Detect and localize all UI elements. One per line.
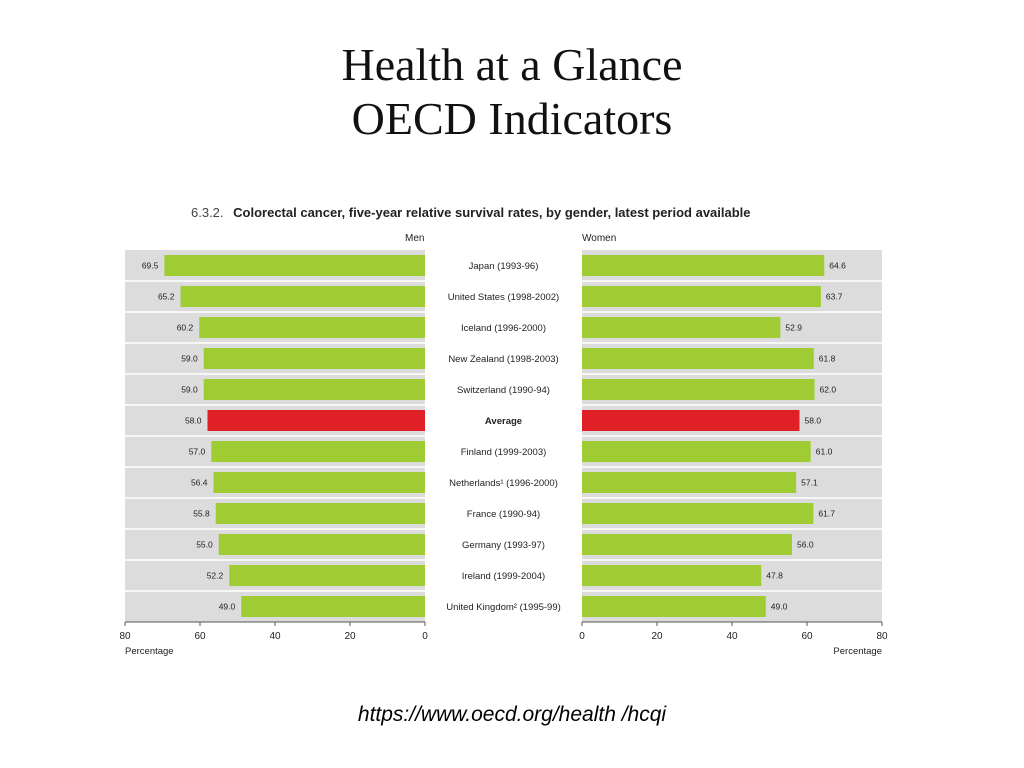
men-value-label: 55.8 (193, 509, 210, 519)
men-value-label: 69.5 (142, 261, 159, 271)
men-value-label: 60.2 (177, 323, 194, 333)
women-bar (582, 410, 800, 431)
women-x-tick-label: 40 (726, 631, 738, 642)
survival-rate-chart: 69.5 64.6 Japan (1993-96) 65.2 63.7 United St… (119, 250, 888, 657)
women-value-label: 49.0 (771, 602, 788, 612)
men-bar (180, 286, 425, 307)
category-label: Japan (1993-96) (469, 261, 539, 272)
men-x-tick-label: 80 (119, 631, 131, 642)
men-bar (203, 348, 425, 369)
women-bar (582, 379, 815, 400)
women-x-tick-label: 0 (579, 631, 585, 642)
men-x-tick-label: 60 (194, 631, 206, 642)
figure-caption-text: Colorectal cancer, five-year relative su… (233, 205, 751, 220)
men-bar (213, 472, 425, 493)
men-value-label: 59.0 (181, 354, 198, 364)
men-value-label: 49.0 (219, 602, 236, 612)
men-bar (203, 379, 425, 400)
women-value-label: 47.8 (766, 571, 783, 581)
women-bar (582, 503, 814, 524)
source-link[interactable]: https://www.oecd.org/health /hcqi (357, 703, 667, 726)
category-label: Average (485, 416, 522, 427)
category-label: Netherlands¹ (1996-2000) (449, 478, 558, 489)
women-x-tick-label: 80 (876, 631, 888, 642)
category-label: United Kingdom² (1995-99) (446, 602, 561, 613)
men-value-label: 58.0 (185, 416, 202, 426)
women-value-label: 64.6 (829, 261, 846, 271)
category-label: Finland (1999-2003) (461, 447, 547, 458)
men-bar (211, 441, 425, 462)
women-x-axis-label: Percentage (833, 646, 882, 657)
men-x-axis-label: Percentage (125, 646, 174, 657)
category-label: Iceland (1996-2000) (461, 323, 546, 334)
women-bar (582, 255, 825, 276)
women-bar (582, 534, 792, 555)
men-bar (215, 503, 425, 524)
slide-title-line-2: OECD Indicators (351, 93, 673, 144)
men-bar (218, 534, 425, 555)
men-value-label: 55.0 (196, 540, 213, 550)
women-value-label: 62.0 (820, 385, 837, 395)
men-x-tick-label: 0 (422, 631, 428, 642)
men-bar (199, 317, 425, 338)
slide-title: Health at a Glance OECD Indicators (0, 38, 1024, 146)
women-value-label: 58.0 (805, 416, 822, 426)
women-x-tick-label: 20 (651, 631, 663, 642)
women-value-label: 63.7 (826, 292, 843, 302)
men-value-label: 65.2 (158, 292, 175, 302)
category-label: United States (1998-2002) (448, 292, 559, 303)
women-x-tick-label: 60 (801, 631, 813, 642)
men-value-label: 56.4 (191, 478, 208, 488)
figure-caption: 6.3.2. Colorectal cancer, five-year rela… (191, 205, 891, 220)
women-bar (582, 441, 811, 462)
men-x-tick-label: 40 (269, 631, 281, 642)
category-label: Ireland (1999-2004) (462, 571, 545, 582)
women-bar (582, 348, 814, 369)
category-label: Switzerland (1990-94) (457, 385, 550, 396)
men-panel-label: Men (405, 233, 425, 244)
women-value-label: 52.9 (785, 323, 802, 333)
category-label: Germany (1993-97) (462, 540, 545, 551)
men-x-tick-label: 20 (344, 631, 356, 642)
figure-number: 6.3.2. (191, 205, 224, 220)
women-value-label: 61.7 (818, 509, 835, 519)
men-value-label: 57.0 (189, 447, 206, 457)
women-bar (582, 286, 821, 307)
women-bar (582, 317, 781, 338)
men-value-label: 52.2 (207, 571, 224, 581)
women-value-label: 61.8 (819, 354, 836, 364)
women-value-label: 61.0 (816, 447, 833, 457)
men-bar (164, 255, 425, 276)
women-bar (582, 472, 797, 493)
women-bar (582, 596, 766, 617)
category-label: New Zealand (1998-2003) (448, 354, 558, 365)
women-bar (582, 565, 762, 586)
men-bar (207, 410, 425, 431)
women-value-label: 56.0 (797, 540, 814, 550)
men-bar (241, 596, 425, 617)
men-bar (229, 565, 425, 586)
women-panel-label: Women (582, 233, 617, 244)
category-label: France (1990-94) (467, 509, 540, 520)
men-value-label: 59.0 (181, 385, 198, 395)
slide-title-line-1: Health at a Glance (341, 39, 683, 90)
women-value-label: 57.1 (801, 478, 818, 488)
